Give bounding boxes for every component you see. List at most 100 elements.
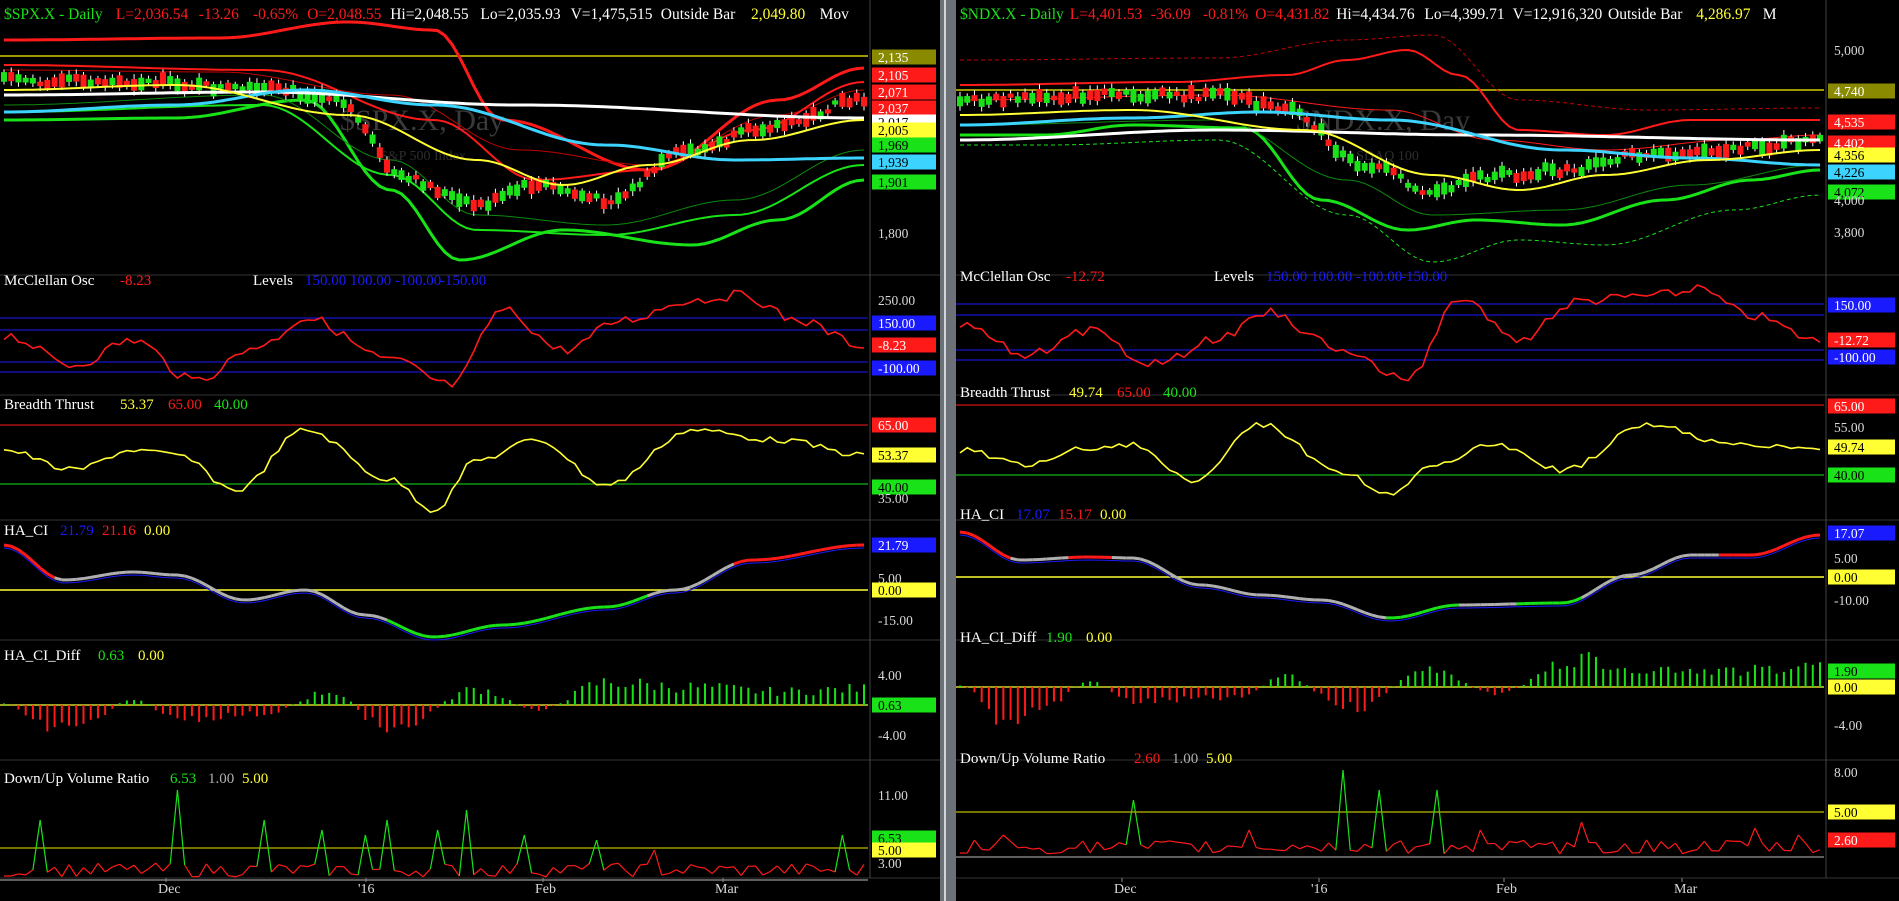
- haci-segment: [256, 596, 265, 601]
- header-item-5: Hi=4,434.76: [1336, 6, 1415, 23]
- dvr-segment: [1111, 842, 1120, 849]
- haci-segment: [17, 548, 27, 557]
- candle-body: [1224, 87, 1231, 101]
- dvr-segment: [213, 866, 222, 874]
- haci-segment: [437, 634, 445, 639]
- haci-segment: [762, 557, 771, 562]
- dvr-segment: [1082, 840, 1091, 854]
- dvr-segment: [133, 864, 142, 874]
- haci-segment: [560, 611, 569, 616]
- dvr-segment: [1132, 799, 1142, 845]
- dvr-segment: [639, 863, 648, 866]
- candle-body: [477, 199, 484, 208]
- spx-chart-window[interactable]: $SPX.X - Daily L=2,036.54 -13.26 -0.65% O=2,…: [0, 0, 940, 901]
- candle-body: [261, 82, 268, 94]
- candle-body: [752, 125, 759, 137]
- candle-body: [781, 119, 788, 132]
- haci-axis: -15.00: [878, 613, 913, 628]
- dvr-segment: [488, 874, 496, 877]
- mcclellan-badge-2-bg: [872, 360, 936, 376]
- dvr-segment: [1530, 842, 1539, 849]
- candle-body: [369, 134, 376, 144]
- haci-segment: [784, 554, 792, 559]
- candle-body: [1535, 169, 1542, 181]
- breadth-axis: 55.00: [1834, 420, 1865, 435]
- haci-segment: [39, 566, 49, 575]
- dvr-segment: [1335, 769, 1344, 851]
- candle-body: [1347, 153, 1354, 164]
- sma-100-line: [4, 88, 864, 162]
- date-label-3: Mar: [715, 882, 739, 897]
- dvr-segment: [740, 865, 749, 876]
- mcclellan-badge-0: 150.00: [1834, 298, 1871, 313]
- haci-segment: [220, 591, 229, 598]
- header-item-5: Hi=2,048.55: [390, 6, 469, 23]
- dvr-axis: 3.00: [878, 856, 902, 871]
- dvr-segment: [1653, 841, 1662, 853]
- dvr-segment: [755, 865, 764, 876]
- haci-segment: [148, 571, 156, 576]
- haci-segment: [24, 553, 34, 563]
- candle-body: [1000, 96, 1007, 108]
- dvr-segment: [1509, 840, 1517, 844]
- haci-segment: [83, 575, 91, 581]
- dvr-segment: [1010, 840, 1019, 849]
- hacidiff-v2: 0.00: [138, 648, 164, 664]
- dvr-segment: [531, 872, 539, 875]
- dvr-v1: 2.60: [1134, 751, 1160, 767]
- dvr-segment: [39, 819, 48, 873]
- mcclellan-value: -12.72: [1066, 269, 1105, 285]
- dvr-segment: [1472, 829, 1481, 852]
- dvr-segment: [32, 819, 41, 870]
- candle-body: [449, 191, 456, 201]
- header-item-7: V=12,916,320: [1513, 6, 1603, 23]
- candle-body: [644, 170, 651, 177]
- breadth-label: Breadth Thrust: [4, 397, 95, 413]
- header-item-1: L=4,401.53: [1070, 6, 1143, 23]
- hacidiff-badge-0: 0.63: [878, 698, 902, 713]
- haci-segment: [973, 534, 983, 542]
- dvr-segment: [343, 866, 352, 875]
- dvr-segment: [394, 869, 402, 873]
- spx-chart-svg: $SPX.X - Daily L=2,036.54 -13.26 -0.65% O=2,…: [0, 0, 940, 897]
- candle-body: [326, 96, 333, 102]
- dvr-segment: [1176, 841, 1185, 844]
- dvr-segment: [690, 864, 698, 868]
- candle-body: [1209, 87, 1216, 99]
- header-item-3: -0.65%: [253, 6, 298, 23]
- candle-body: [832, 100, 839, 105]
- candle-body: [1246, 91, 1253, 105]
- haci-segment: [155, 572, 164, 576]
- mcclellan-value: -8.23: [120, 273, 151, 289]
- haci-segment: [1002, 553, 1012, 560]
- candle-body: [1007, 93, 1014, 98]
- candle-body: [1527, 171, 1534, 180]
- candle-body: [145, 78, 152, 83]
- dvr-segment: [198, 863, 207, 877]
- dvr-segment: [422, 868, 431, 878]
- price-badge-7-bg: [872, 154, 936, 170]
- haci-signal-line: [3, 547, 865, 641]
- candle-body: [405, 175, 412, 183]
- candle-body: [506, 185, 513, 196]
- dvr-segment: [1219, 845, 1228, 852]
- haci-segment: [726, 562, 735, 569]
- haci-segment: [798, 551, 807, 556]
- dvr-segment: [1270, 848, 1279, 851]
- dvr-badge-0: 6.53: [878, 831, 902, 846]
- haci-segment: [682, 585, 691, 591]
- window-divider[interactable]: [940, 0, 956, 901]
- dvr-segment: [1024, 846, 1033, 850]
- haci-badge-1: 0.00: [1834, 570, 1858, 585]
- ndx-chart-window[interactable]: $NDX.X - Daily L=4,401.53 -36.09 -0.81% O=4,…: [956, 0, 1899, 901]
- breadth-level-1: 65.00: [168, 397, 202, 413]
- candle-body: [861, 96, 867, 107]
- dvr-segment: [1552, 841, 1561, 855]
- dvr-segment: [97, 862, 106, 873]
- haci-v1: 17.07: [1016, 507, 1050, 523]
- candle-body: [384, 159, 391, 173]
- candle-body: [622, 191, 629, 199]
- haci-segment: [335, 602, 345, 610]
- haci-segment: [1299, 597, 1308, 601]
- dvr-segment: [988, 842, 997, 851]
